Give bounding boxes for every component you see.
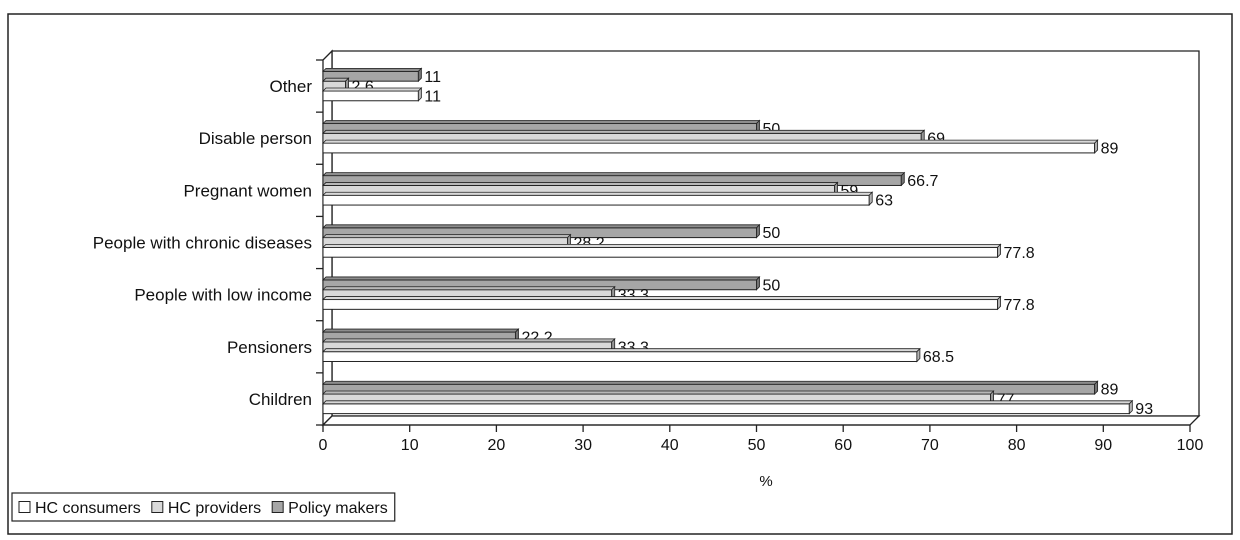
- bar-end-people-with-chronic-diseases-hc-consumers: [997, 243, 1001, 259]
- x-tick-label-30: 30: [574, 437, 592, 454]
- category-label-disable-person: Disable person: [199, 129, 312, 148]
- bar-top-people-with-low-income-hc-consumers: [322, 296, 1002, 300]
- bar-top-other-hc-providers: [322, 77, 350, 82]
- plot-floor: [321, 415, 1201, 426]
- category-label-pensioners: Pensioners: [227, 338, 312, 357]
- bar-pensioners-policy-makers: [322, 328, 520, 343]
- legend-swatch-hc-providers: [151, 501, 164, 513]
- bar-top-pregnant-women-policy-makers: [322, 172, 906, 177]
- bar-face-pensioners-hc-consumers: [322, 351, 918, 362]
- bar-top-other-hc-consumers: [322, 87, 423, 92]
- x-tick-label-80: 80: [1008, 437, 1026, 454]
- value-label-disable-person-hc-consumers: 89: [1101, 141, 1119, 158]
- bar-pensioners-hc-providers: [322, 337, 616, 353]
- bar-face-people-with-low-income-hc-consumers: [322, 299, 999, 310]
- value-label-people-with-chronic-diseases-policy-makers: 50: [763, 225, 781, 242]
- bar-top-other-policy-makers: [322, 67, 423, 72]
- category-label-people-with-chronic-diseases: People with chronic diseases: [93, 234, 312, 253]
- bar-people-with-chronic-diseases-hc-consumers: [322, 243, 1002, 259]
- value-label-children-hc-consumers: 93: [1135, 401, 1153, 418]
- bar-end-other-hc-consumers: [417, 87, 422, 102]
- x-tick-label-40: 40: [661, 437, 679, 454]
- bar-end-people-with-low-income-hc-consumers: [997, 295, 1001, 311]
- bar-end-pensioners-hc-consumers: [916, 347, 921, 363]
- value-label-people-with-low-income-policy-makers: 50: [763, 277, 781, 294]
- bar-top-children-policy-makers: [322, 380, 1099, 385]
- category-label-people-with-low-income: People with low income: [134, 286, 312, 305]
- x-axis-title: %: [759, 473, 772, 490]
- bar-pregnant-women-hc-consumers: [322, 191, 874, 207]
- bar-end-disable-person-hc-consumers: [1094, 139, 1099, 154]
- bar-end-pregnant-women-policy-makers: [900, 171, 905, 187]
- legend-label-hc-providers: HC providers: [168, 500, 261, 517]
- value-label-pregnant-women-policy-makers: 66.7: [907, 173, 938, 190]
- bar-end-other-policy-makers: [417, 67, 422, 83]
- x-tick-label-90: 90: [1094, 437, 1112, 454]
- bar-top-people-with-chronic-diseases-policy-makers: [322, 224, 761, 229]
- x-tick-label-10: 10: [401, 437, 419, 454]
- value-label-pregnant-women-hc-consumers: 63: [875, 193, 893, 210]
- bar-top-children-hc-consumers: [322, 400, 1134, 405]
- legend-swatch-hc-consumers: [18, 501, 31, 513]
- bar-face-people-with-chronic-diseases-hc-consumers: [322, 246, 999, 258]
- bar-top-pensioners-hc-consumers: [322, 348, 921, 353]
- legend: HC consumers HC providers Policy makers: [11, 492, 396, 522]
- bar-end-people-with-low-income-policy-makers: [756, 275, 760, 291]
- bars-group: 112.61150698966.759635028.277.85033.377.…: [322, 67, 1153, 418]
- x-tick-label-20: 20: [488, 437, 506, 454]
- bar-top-people-with-chronic-diseases-hc-consumers: [322, 243, 1002, 248]
- bar-top-people-with-low-income-hc-providers: [322, 286, 616, 291]
- bar-top-people-with-chronic-diseases-hc-providers: [322, 234, 572, 239]
- value-label-people-with-low-income-hc-consumers: 77.8: [1004, 297, 1035, 314]
- bar-top-children-hc-providers: [322, 390, 995, 395]
- x-tick-label-60: 60: [834, 437, 852, 454]
- category-label-children: Children: [249, 390, 312, 409]
- value-label-people-with-chronic-diseases-hc-consumers: 77.8: [1004, 245, 1035, 262]
- bar-end-children-hc-consumers: [1128, 399, 1133, 415]
- bar-top-pensioners-hc-providers: [322, 338, 616, 343]
- x-tick-label-100: 100: [1177, 437, 1204, 454]
- bar-top-pregnant-women-hc-consumers: [322, 191, 874, 196]
- legend-label-policy-makers: Policy makers: [288, 500, 388, 517]
- bar-end-people-with-chronic-diseases-policy-makers: [756, 223, 760, 239]
- value-label-pensioners-hc-consumers: 68.5: [923, 349, 954, 366]
- bar-people-with-chronic-diseases-policy-makers: [322, 223, 761, 239]
- value-label-children-policy-makers: 89: [1101, 382, 1119, 399]
- bar-disable-person-hc-consumers: [322, 139, 1099, 154]
- x-tick-label-50: 50: [748, 437, 766, 454]
- category-label-other: Other: [269, 77, 312, 96]
- bar-face-disable-person-hc-consumers: [322, 142, 1096, 154]
- bar-other-hc-consumers: [322, 87, 423, 102]
- value-label-other-policy-makers: 11: [424, 69, 441, 86]
- bar-top-disable-person-hc-consumers: [322, 139, 1099, 144]
- bar-top-pensioners-policy-makers: [322, 328, 520, 333]
- x-tick-label-70: 70: [921, 437, 939, 454]
- x-axis: 0 10 20 30 40 50 60 70 80 90 100: [319, 424, 1204, 454]
- x-tick-label-0: 0: [319, 437, 328, 454]
- value-label-other-hc-consumers: 11: [424, 88, 441, 105]
- bar-face-children-hc-consumers: [322, 403, 1130, 415]
- legend-label-hc-consumers: HC consumers: [35, 500, 141, 517]
- bar-top-disable-person-policy-makers: [322, 120, 761, 124]
- bar-pensioners-hc-consumers: [322, 347, 921, 363]
- bar-face-other-hc-consumers: [322, 90, 419, 102]
- legend-swatch-policy-makers: [271, 501, 284, 513]
- bar-other-policy-makers: [322, 67, 423, 83]
- bar-children-hc-consumers: [322, 399, 1134, 415]
- bar-end-pregnant-women-hc-consumers: [868, 191, 873, 207]
- bar-end-children-policy-makers: [1094, 380, 1099, 395]
- bar-top-disable-person-hc-providers: [322, 129, 926, 134]
- bar-top-people-with-low-income-policy-makers: [322, 276, 761, 281]
- legend-box: [11, 492, 396, 522]
- bar-top-pregnant-women-hc-providers: [322, 182, 839, 186]
- category-label-pregnant-women: Pregnant women: [183, 181, 312, 200]
- category-labels: Other Disable person Pregnant women People …: [93, 77, 313, 409]
- bar-face-pregnant-women-hc-consumers: [322, 194, 870, 206]
- bar-people-with-low-income-hc-consumers: [322, 295, 1002, 311]
